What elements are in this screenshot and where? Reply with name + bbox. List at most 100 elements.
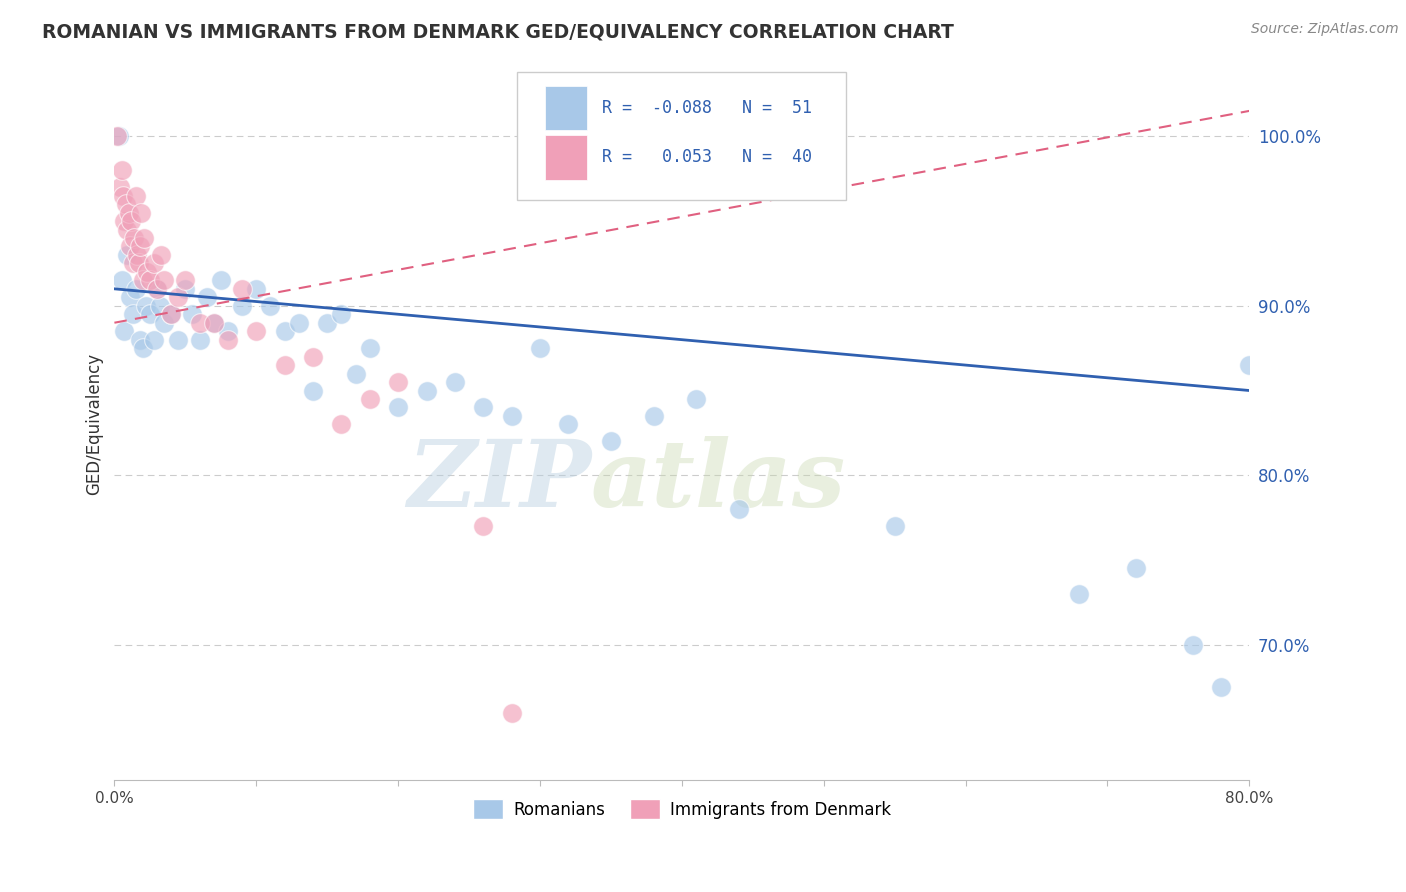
Point [131, 205, 153, 219]
Point [128, 256, 150, 270]
Text: ROMANIAN VS IMMIGRANTS FROM DENMARK GED/EQUIVALENCY CORRELATION CHART: ROMANIAN VS IMMIGRANTS FROM DENMARK GED/… [42, 22, 955, 41]
Point [112, 324, 135, 338]
Point [125, 282, 148, 296]
Point [139, 273, 162, 287]
Point [288, 316, 311, 330]
Point [139, 307, 162, 321]
Point [105, 129, 128, 144]
Point [174, 273, 197, 287]
Text: ZIP: ZIP [406, 436, 591, 526]
Point [150, 248, 173, 262]
FancyBboxPatch shape [544, 136, 586, 179]
Point [153, 273, 176, 287]
Point [472, 519, 495, 533]
Point [174, 282, 197, 296]
Point [501, 409, 523, 423]
Point [135, 299, 157, 313]
Point [1239, 358, 1261, 372]
Point [110, 163, 132, 178]
Point [118, 290, 141, 304]
Point [202, 316, 225, 330]
Point [643, 409, 665, 423]
Point [195, 290, 218, 304]
Point [600, 434, 623, 449]
Point [129, 239, 152, 253]
Point [122, 231, 145, 245]
Y-axis label: GED/Equivalency: GED/Equivalency [86, 353, 103, 495]
Point [231, 299, 253, 313]
Point [111, 188, 134, 202]
Point [132, 273, 155, 287]
Point [302, 350, 325, 364]
Point [143, 256, 166, 270]
Point [188, 333, 211, 347]
Point [134, 231, 156, 245]
Point [330, 307, 353, 321]
Point [359, 392, 381, 406]
Point [143, 333, 166, 347]
Point [115, 222, 138, 236]
Point [1181, 638, 1204, 652]
Point [472, 401, 495, 415]
Point [231, 282, 253, 296]
Point [167, 333, 190, 347]
Point [217, 333, 239, 347]
Point [344, 367, 367, 381]
Point [316, 316, 339, 330]
Point [129, 333, 152, 347]
Point [1125, 561, 1147, 575]
Point [557, 417, 579, 432]
Point [387, 375, 409, 389]
Point [110, 273, 132, 287]
FancyBboxPatch shape [517, 72, 846, 200]
Point [501, 706, 523, 720]
Text: atlas: atlas [591, 436, 846, 526]
Point [127, 248, 149, 262]
Point [727, 502, 749, 516]
Point [217, 324, 239, 338]
Point [188, 316, 211, 330]
Text: R =   0.053   N =  40: R = 0.053 N = 40 [602, 148, 813, 167]
Legend: Romanians, Immigrants from Denmark: Romanians, Immigrants from Denmark [467, 793, 897, 825]
Point [146, 282, 169, 296]
Point [209, 273, 232, 287]
Text: Source: ZipAtlas.com: Source: ZipAtlas.com [1251, 22, 1399, 37]
Point [136, 265, 159, 279]
Point [359, 341, 381, 355]
FancyBboxPatch shape [544, 86, 586, 129]
Point [245, 324, 267, 338]
Point [132, 341, 155, 355]
Point [302, 384, 325, 398]
Point [149, 299, 172, 313]
Point [245, 282, 267, 296]
Point [181, 307, 204, 321]
Point [1069, 587, 1091, 601]
Point [121, 307, 143, 321]
Point [1209, 680, 1232, 694]
Point [114, 197, 136, 211]
Point [120, 214, 142, 228]
Point [146, 282, 169, 296]
Point [529, 341, 551, 355]
Point [167, 290, 190, 304]
Point [444, 375, 467, 389]
Point [259, 299, 281, 313]
Point [273, 324, 295, 338]
Point [160, 307, 183, 321]
Point [112, 214, 135, 228]
Text: R =  -0.088   N =  51: R = -0.088 N = 51 [602, 99, 813, 117]
Point [330, 417, 353, 432]
Point [117, 205, 139, 219]
Point [153, 316, 176, 330]
Point [107, 129, 129, 144]
Point [108, 180, 131, 194]
Point [387, 401, 409, 415]
Point [415, 384, 437, 398]
Point [202, 316, 225, 330]
Point [160, 307, 183, 321]
Point [115, 248, 138, 262]
Point [273, 358, 295, 372]
Point [118, 239, 141, 253]
Point [685, 392, 707, 406]
Point [121, 256, 143, 270]
